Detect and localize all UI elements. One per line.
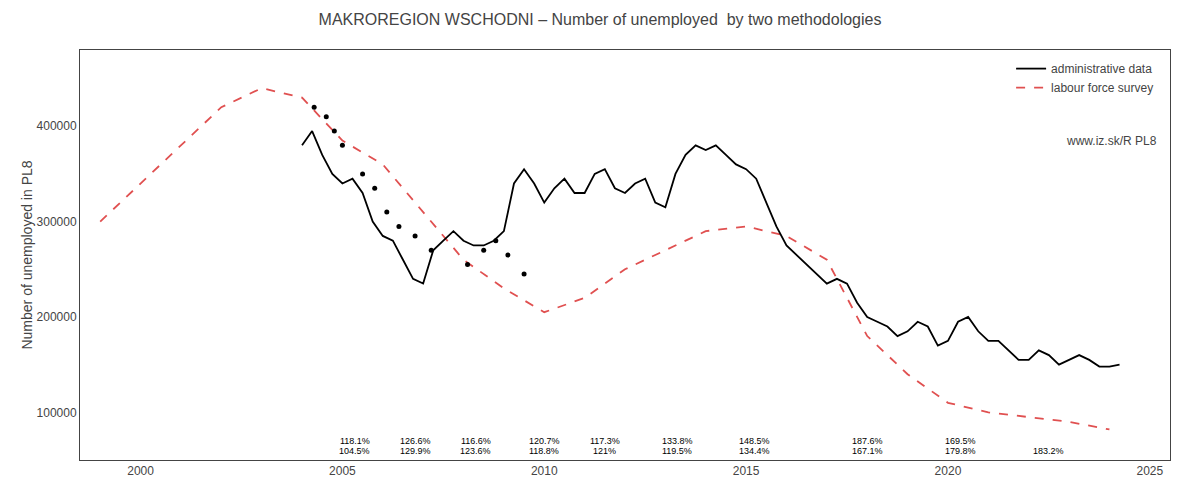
- svg-text:100000: 100000: [37, 406, 77, 420]
- svg-text:133.8%: 133.8%: [662, 436, 693, 446]
- svg-text:148.5%: 148.5%: [739, 436, 770, 446]
- svg-text:134.4%: 134.4%: [739, 446, 770, 456]
- svg-text:104.5%: 104.5%: [339, 446, 370, 456]
- svg-text:126.6%: 126.6%: [400, 436, 431, 446]
- svg-text:121%: 121%: [593, 446, 616, 456]
- svg-text:2025: 2025: [1136, 464, 1163, 478]
- svg-text:183.2%: 183.2%: [1033, 446, 1064, 456]
- svg-text:169.5%: 169.5%: [945, 436, 976, 446]
- svg-text:167.1%: 167.1%: [852, 446, 883, 456]
- svg-text:MAKROREGION WSCHODNI – Number: MAKROREGION WSCHODNI – Number of unemplo…: [319, 11, 882, 28]
- svg-text:www.iz.sk/R PL8: www.iz.sk/R PL8: [1066, 134, 1157, 148]
- svg-text:119.5%: 119.5%: [662, 446, 692, 456]
- svg-text:117.3%: 117.3%: [590, 436, 620, 446]
- svg-text:400000: 400000: [37, 119, 77, 133]
- svg-text:administrative data: administrative data: [1051, 62, 1152, 76]
- svg-text:179.8%: 179.8%: [945, 446, 976, 456]
- svg-text:187.6%: 187.6%: [852, 436, 883, 446]
- svg-text:129.9%: 129.9%: [400, 446, 431, 456]
- svg-text:2005: 2005: [329, 464, 356, 478]
- svg-text:123.6%: 123.6%: [460, 446, 491, 456]
- svg-text:labour force survey: labour force survey: [1051, 81, 1153, 95]
- svg-text:118.8%: 118.8%: [529, 446, 559, 456]
- svg-text:2000: 2000: [127, 464, 154, 478]
- svg-text:2015: 2015: [733, 464, 760, 478]
- svg-text:120.7%: 120.7%: [529, 436, 560, 446]
- svg-text:300000: 300000: [37, 215, 77, 229]
- svg-text:116.6%: 116.6%: [461, 436, 491, 446]
- svg-text:2010: 2010: [531, 464, 558, 478]
- svg-text:Number of unemployed in PL8: Number of unemployed in PL8: [19, 160, 35, 349]
- svg-text:2020: 2020: [935, 464, 962, 478]
- svg-text:118.1%: 118.1%: [340, 436, 370, 446]
- svg-text:200000: 200000: [37, 310, 77, 324]
